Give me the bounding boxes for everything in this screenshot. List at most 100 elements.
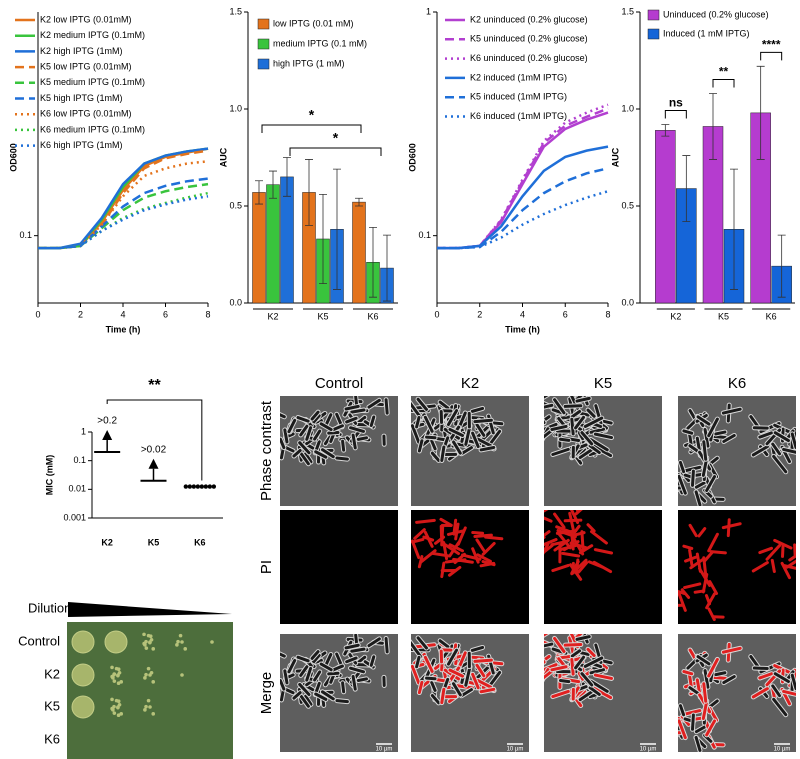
error-bar — [355, 197, 363, 207]
cell — [782, 563, 796, 570]
cell — [280, 413, 286, 419]
value-label: >0.02 — [141, 444, 167, 455]
cell — [589, 679, 609, 693]
cell — [758, 546, 773, 555]
legend-label: K6 low IPTG (0.01mM) — [40, 109, 132, 119]
colony — [110, 697, 114, 702]
cell — [313, 429, 322, 441]
cell — [544, 538, 558, 547]
y-tick-label: 1.5 — [229, 6, 242, 16]
cell — [551, 447, 570, 456]
cell — [577, 560, 589, 574]
cell — [475, 663, 486, 678]
colony — [110, 674, 114, 679]
cell — [758, 672, 773, 680]
cell — [682, 670, 694, 676]
cell — [367, 637, 381, 648]
cell — [708, 580, 719, 595]
arrow-head — [102, 430, 113, 441]
cell — [305, 426, 313, 441]
colony — [117, 702, 122, 707]
cell — [588, 686, 601, 696]
cell — [413, 528, 426, 540]
cell — [327, 431, 340, 435]
cell — [411, 539, 421, 560]
legend-label: K5 medium IPTG (0.1mM) — [40, 77, 145, 87]
cell — [751, 445, 769, 457]
error-bar — [709, 93, 717, 160]
scale-bar-label: 10 µm — [640, 747, 657, 753]
cell — [782, 689, 796, 696]
x-tick-label: K6 — [766, 311, 777, 321]
colony — [142, 641, 146, 646]
x-tick-label: 4 — [120, 309, 125, 319]
cell — [423, 655, 434, 673]
cell — [319, 662, 333, 672]
colony — [146, 666, 151, 671]
colony — [180, 640, 184, 644]
cell — [280, 437, 286, 450]
error-bar — [369, 226, 377, 298]
cell — [310, 653, 321, 665]
cell — [287, 418, 297, 434]
cell — [701, 572, 709, 594]
cell — [471, 530, 485, 535]
row-label: PI — [258, 560, 275, 574]
cell — [561, 551, 581, 558]
cell — [440, 687, 446, 705]
micrograph-bg — [280, 510, 398, 624]
significance-label: * — [333, 130, 339, 146]
colony — [175, 643, 179, 647]
point — [187, 484, 193, 489]
legend-label: K2 induced (1mM IPTG) — [470, 72, 567, 82]
plate-row-label: Control — [18, 633, 60, 648]
cell — [384, 398, 389, 415]
spot — [71, 695, 95, 719]
micrograph: 10 µm — [678, 634, 796, 752]
significance-bracket — [289, 147, 382, 156]
cell — [790, 432, 796, 449]
point — [191, 484, 197, 489]
cell — [416, 397, 428, 411]
cell — [438, 639, 450, 649]
colony — [117, 670, 122, 675]
cell — [790, 673, 796, 691]
cell — [773, 431, 790, 443]
legend-label: K6 induced (1mM IPTG) — [470, 111, 567, 121]
cell — [707, 657, 719, 678]
series-line — [38, 195, 209, 250]
cell — [558, 678, 571, 684]
cell — [475, 423, 486, 437]
error-bar — [305, 159, 313, 226]
point — [203, 484, 209, 489]
row-label: Merge — [258, 672, 275, 715]
colony — [116, 705, 120, 710]
cell — [471, 655, 485, 660]
x-tick-label: K2 — [267, 311, 278, 321]
x-tick-label: 0 — [35, 309, 40, 319]
cell — [544, 428, 554, 439]
cell — [470, 645, 485, 652]
micrograph — [280, 510, 398, 624]
cell — [481, 541, 496, 556]
cell — [331, 424, 344, 432]
legend-label: K2 medium IPTG (0.1mM) — [40, 30, 145, 40]
legend-label: low IPTG (0.01 mM) — [273, 18, 354, 28]
cell-halo — [574, 634, 586, 637]
cell — [345, 416, 358, 424]
legend-swatch — [257, 18, 270, 30]
cell — [544, 544, 554, 554]
cell — [682, 429, 694, 435]
colony — [119, 680, 124, 684]
cell — [550, 665, 568, 672]
error-bar — [255, 180, 263, 205]
cell — [709, 550, 727, 555]
cell — [570, 532, 575, 551]
cell — [589, 668, 606, 675]
colony — [119, 712, 124, 716]
significance-bracket — [261, 124, 362, 133]
cell — [683, 709, 702, 716]
cell — [452, 518, 458, 536]
cell — [583, 416, 604, 428]
cell — [280, 679, 286, 691]
